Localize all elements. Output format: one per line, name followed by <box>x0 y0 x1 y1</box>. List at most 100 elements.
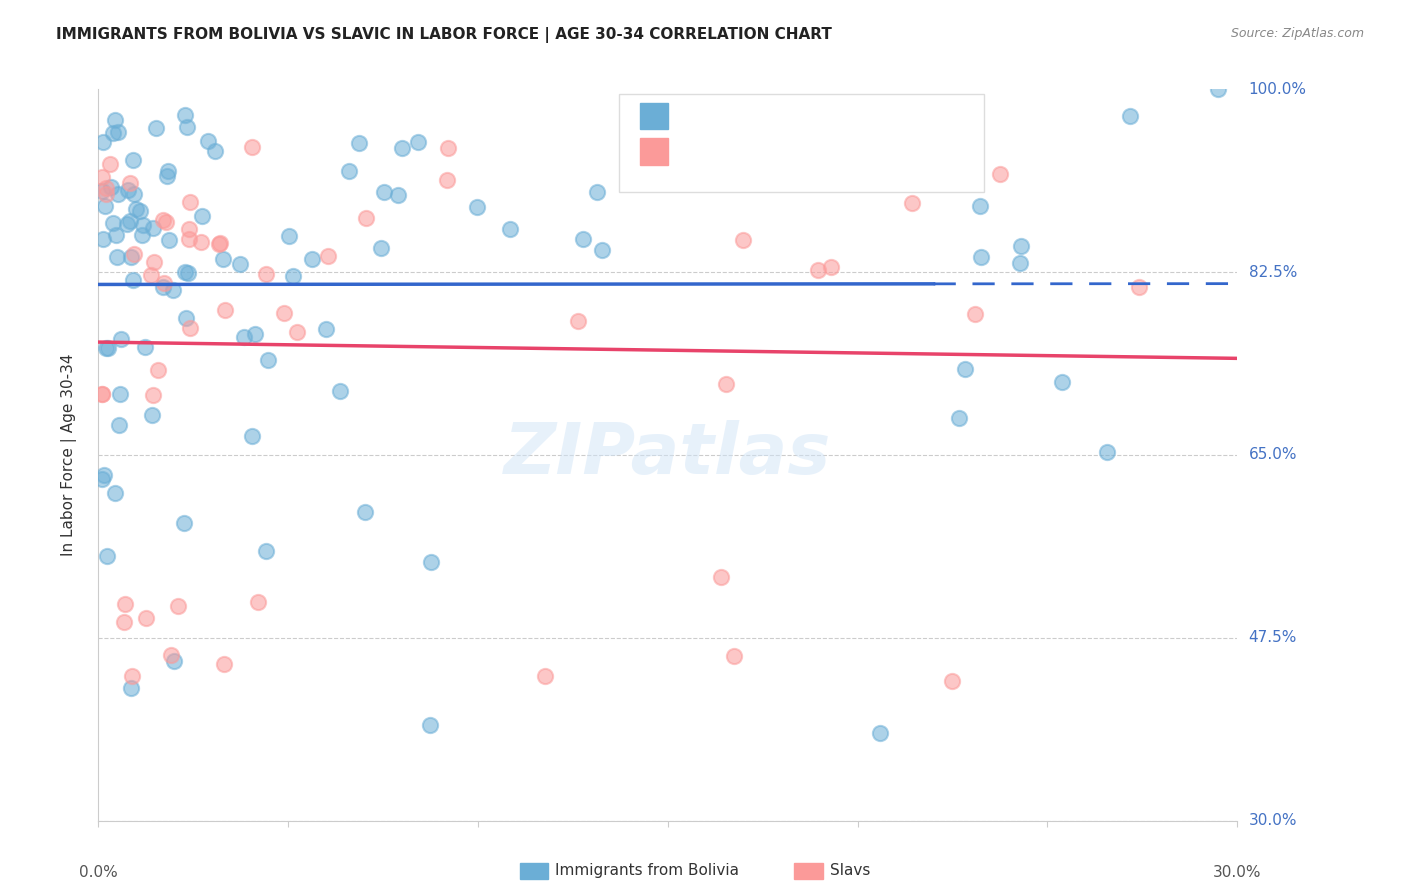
Point <box>114 597 136 611</box>
Point <box>419 554 441 568</box>
Point <box>387 187 409 202</box>
Point <box>145 121 167 136</box>
Text: Source: ZipAtlas.com: Source: ZipAtlas.com <box>1230 27 1364 40</box>
Point <box>591 244 613 258</box>
Point <box>710 570 733 584</box>
Point <box>91 135 114 149</box>
Point <box>572 232 595 246</box>
Point <box>142 220 165 235</box>
Point <box>347 136 370 150</box>
Point <box>370 241 392 255</box>
Point <box>173 265 195 279</box>
Point <box>91 169 114 184</box>
Text: N =: N = <box>787 109 817 123</box>
Point <box>101 127 124 141</box>
Point <box>177 222 200 236</box>
Point <box>179 320 201 334</box>
Point <box>157 233 180 247</box>
Point <box>167 599 190 614</box>
Point <box>820 260 842 274</box>
Point <box>246 595 269 609</box>
Point <box>190 235 212 249</box>
Point <box>354 211 377 225</box>
Point <box>107 125 129 139</box>
Point <box>408 136 430 150</box>
Text: 47.5%: 47.5% <box>1249 631 1298 645</box>
Point <box>115 217 138 231</box>
Point <box>152 213 174 227</box>
Point <box>567 314 589 328</box>
Point <box>533 668 555 682</box>
Point <box>173 516 195 530</box>
Point <box>132 218 155 232</box>
Text: 30.0%: 30.0% <box>1213 864 1261 880</box>
Point <box>953 362 976 376</box>
Point <box>212 252 235 266</box>
Point <box>208 236 231 251</box>
Point <box>723 648 745 663</box>
Point <box>155 215 177 229</box>
Point <box>1050 375 1073 389</box>
Text: ZIPatlas: ZIPatlas <box>505 420 831 490</box>
Point <box>91 472 114 486</box>
Text: 52: 52 <box>837 146 858 161</box>
Point <box>245 326 267 341</box>
Point <box>91 387 114 401</box>
Point <box>94 199 117 213</box>
Point <box>229 257 252 271</box>
Point <box>110 332 132 346</box>
Point <box>93 467 115 482</box>
Point <box>96 180 118 194</box>
Point <box>98 157 121 171</box>
Point <box>329 384 352 398</box>
Text: Slavs: Slavs <box>830 863 870 878</box>
Point <box>120 681 142 695</box>
Point <box>204 144 226 158</box>
Point <box>117 183 139 197</box>
Point <box>807 263 830 277</box>
Point <box>176 120 198 135</box>
Point <box>301 252 323 267</box>
Point <box>197 134 219 148</box>
Point <box>1097 445 1119 459</box>
Point <box>214 303 236 318</box>
Point <box>156 169 179 183</box>
Point <box>96 549 118 563</box>
Text: 100.0%: 100.0% <box>1249 82 1306 96</box>
Point <box>121 669 143 683</box>
Point <box>91 232 114 246</box>
Point <box>337 164 360 178</box>
Point <box>146 363 169 377</box>
Point <box>316 249 339 263</box>
Point <box>177 266 200 280</box>
Point <box>162 655 184 669</box>
Point <box>134 340 156 354</box>
Point <box>190 210 212 224</box>
Point <box>499 222 522 236</box>
Point <box>969 250 991 264</box>
Text: N =: N = <box>787 146 817 161</box>
Text: -0.070: -0.070 <box>731 146 786 161</box>
Text: 0.156: 0.156 <box>731 109 779 123</box>
Point <box>257 352 280 367</box>
Point <box>174 311 197 326</box>
Point <box>969 199 991 213</box>
Text: 93: 93 <box>837 109 858 123</box>
Point <box>135 611 157 625</box>
Y-axis label: In Labor Force | Age 30-34: In Labor Force | Age 30-34 <box>60 353 77 557</box>
Text: R =: R = <box>675 109 703 123</box>
Point <box>141 268 163 283</box>
Point <box>100 180 122 194</box>
Point <box>131 228 153 243</box>
Point <box>153 277 176 291</box>
Point <box>121 272 143 286</box>
Point <box>617 115 640 129</box>
Point <box>103 486 125 500</box>
Point <box>988 167 1011 181</box>
Point <box>107 250 129 264</box>
Point <box>122 187 145 202</box>
Point <box>315 322 337 336</box>
Point <box>948 410 970 425</box>
Point <box>731 234 754 248</box>
Point <box>107 186 129 201</box>
